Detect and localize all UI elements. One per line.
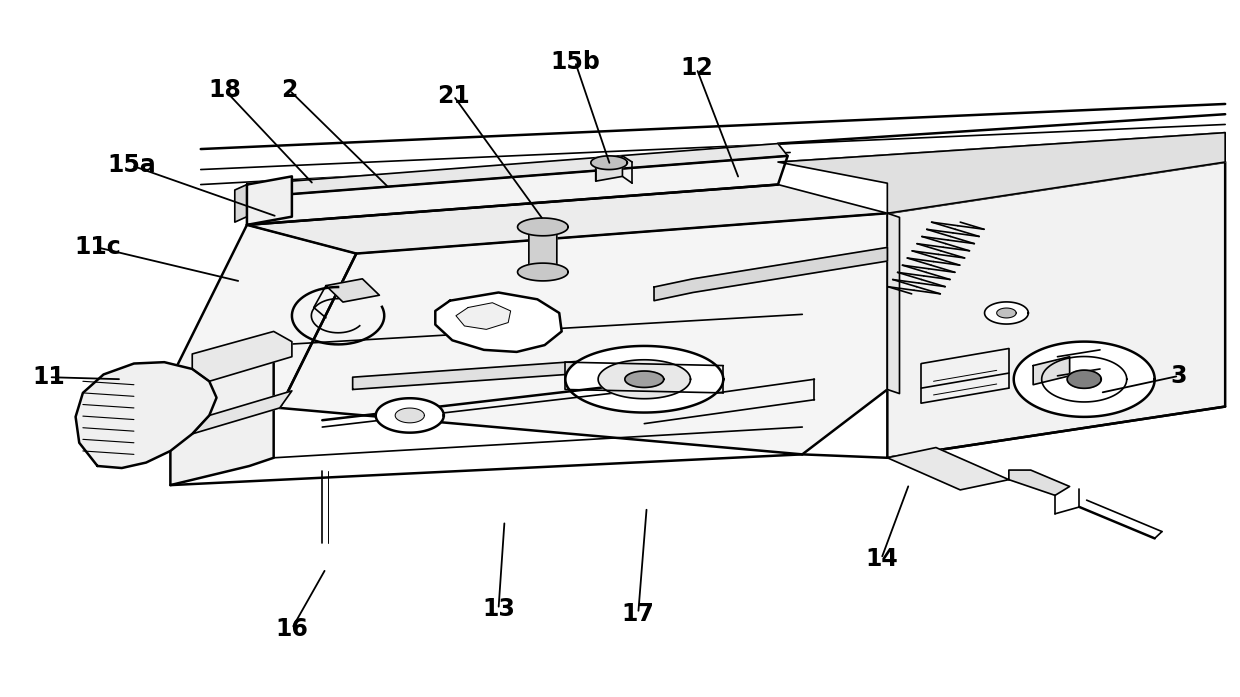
- Text: 11c: 11c: [74, 236, 120, 259]
- Polygon shape: [598, 360, 691, 399]
- Polygon shape: [565, 346, 723, 413]
- Polygon shape: [517, 218, 568, 236]
- Polygon shape: [234, 185, 247, 222]
- Polygon shape: [653, 247, 888, 300]
- Polygon shape: [888, 162, 1225, 458]
- Polygon shape: [517, 263, 568, 281]
- Polygon shape: [777, 132, 1225, 213]
- Text: 14: 14: [864, 547, 898, 571]
- Polygon shape: [1014, 342, 1154, 417]
- Text: 15a: 15a: [107, 153, 156, 178]
- Polygon shape: [376, 398, 444, 433]
- Polygon shape: [1042, 357, 1127, 402]
- Text: 3: 3: [1171, 364, 1187, 388]
- Polygon shape: [1033, 357, 1070, 385]
- Text: 18: 18: [208, 78, 242, 102]
- Text: 21: 21: [438, 84, 470, 108]
- Polygon shape: [247, 156, 787, 225]
- Text: 13: 13: [482, 597, 515, 622]
- Polygon shape: [590, 156, 627, 169]
- Text: 17: 17: [621, 602, 655, 625]
- Polygon shape: [396, 408, 424, 423]
- Polygon shape: [997, 308, 1016, 318]
- Text: 12: 12: [681, 56, 713, 80]
- Polygon shape: [247, 185, 888, 254]
- Polygon shape: [528, 226, 557, 275]
- Polygon shape: [76, 362, 217, 468]
- Polygon shape: [1068, 370, 1101, 388]
- Polygon shape: [280, 213, 888, 454]
- Polygon shape: [352, 357, 645, 390]
- Text: 15b: 15b: [551, 49, 600, 74]
- Polygon shape: [247, 176, 291, 225]
- Polygon shape: [192, 331, 291, 381]
- Polygon shape: [625, 371, 663, 388]
- Polygon shape: [985, 302, 1028, 324]
- Polygon shape: [192, 391, 291, 434]
- Polygon shape: [247, 144, 787, 197]
- Text: 16: 16: [275, 617, 309, 641]
- Text: 11: 11: [32, 365, 66, 389]
- Polygon shape: [435, 293, 562, 352]
- Polygon shape: [170, 225, 356, 408]
- Text: 2: 2: [281, 78, 298, 102]
- Polygon shape: [888, 213, 899, 394]
- Polygon shape: [888, 447, 1009, 490]
- Polygon shape: [595, 156, 622, 181]
- Polygon shape: [170, 345, 274, 485]
- Polygon shape: [1009, 470, 1070, 496]
- Polygon shape: [456, 302, 511, 330]
- Polygon shape: [326, 279, 379, 302]
